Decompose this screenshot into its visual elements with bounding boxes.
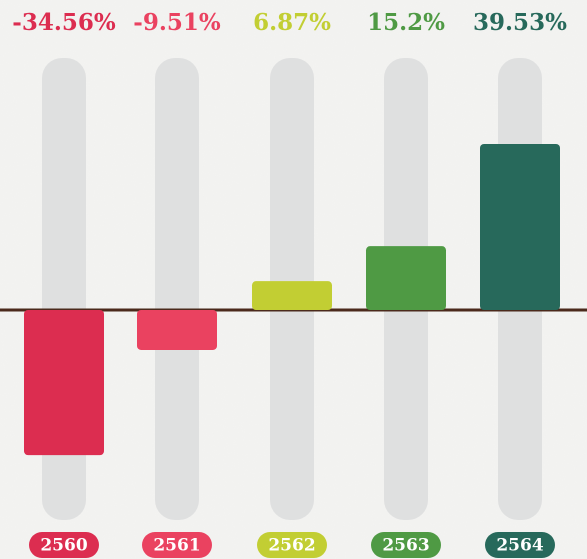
category-badge xyxy=(29,532,99,558)
bar xyxy=(480,143,560,310)
x-tick-label: 2563 xyxy=(382,536,429,556)
value-label: -9.51% xyxy=(133,9,221,36)
category-badge xyxy=(485,532,555,558)
bar xyxy=(366,246,446,310)
x-tick-label: 2560 xyxy=(40,536,87,556)
value-label: -34.56% xyxy=(12,9,116,36)
track xyxy=(155,58,199,520)
category-badge xyxy=(371,532,441,558)
bar xyxy=(137,310,217,350)
bar xyxy=(252,281,332,310)
x-tick-label: 2561 xyxy=(153,536,200,556)
category-badge xyxy=(142,532,212,558)
x-tick-label: 2562 xyxy=(268,536,315,556)
value-label: 15.2% xyxy=(367,9,445,36)
x-tick-label: 2564 xyxy=(496,536,543,556)
value-label: 6.87% xyxy=(253,9,331,36)
value-label: 39.53% xyxy=(473,9,567,36)
bar xyxy=(24,310,104,456)
category-badge xyxy=(257,532,327,558)
